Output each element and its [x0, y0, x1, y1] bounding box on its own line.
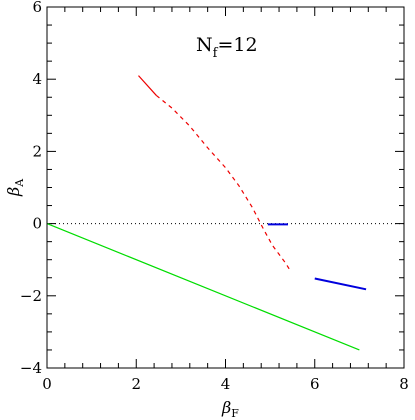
ticks-layer: 0 2 4 6 8 −4 −2 0 2 4 6 [20, 0, 409, 393]
x-tick-label: 0 [42, 375, 52, 393]
x-axis-label-main: β [221, 398, 231, 417]
y-axis-label-main: β [4, 187, 23, 197]
y-tick-label: −2 [20, 287, 42, 305]
y-tick-label: 0 [32, 215, 42, 233]
y-tick-label: 6 [32, 0, 42, 16]
plot-frame [46, 6, 405, 369]
series-line-4 [314, 277, 367, 291]
x-tick-label: 2 [131, 375, 141, 393]
x-tick-label: 4 [221, 375, 231, 393]
y-axis-label-sub: A [13, 178, 26, 188]
annotation-sub: f [213, 46, 219, 61]
annotation-label: Nf=12 [196, 34, 258, 61]
y-tick-label: 4 [32, 70, 42, 88]
y-tick-label: −4 [20, 359, 42, 377]
series-line-1 [138, 75, 157, 96]
x-tick-label: 6 [310, 375, 320, 393]
annotation-value: =12 [217, 34, 257, 56]
series-line-2 [155, 94, 291, 271]
x-axis-label-sub: F [231, 407, 239, 420]
x-axis-label: βF [221, 398, 239, 420]
x-tick-label: 8 [399, 375, 409, 393]
series-layer [46, 75, 404, 351]
annotation-main: N [196, 34, 213, 56]
y-tick-label: 2 [32, 142, 42, 160]
y-axis-label: βA [4, 178, 26, 197]
series-line-0 [46, 223, 360, 351]
